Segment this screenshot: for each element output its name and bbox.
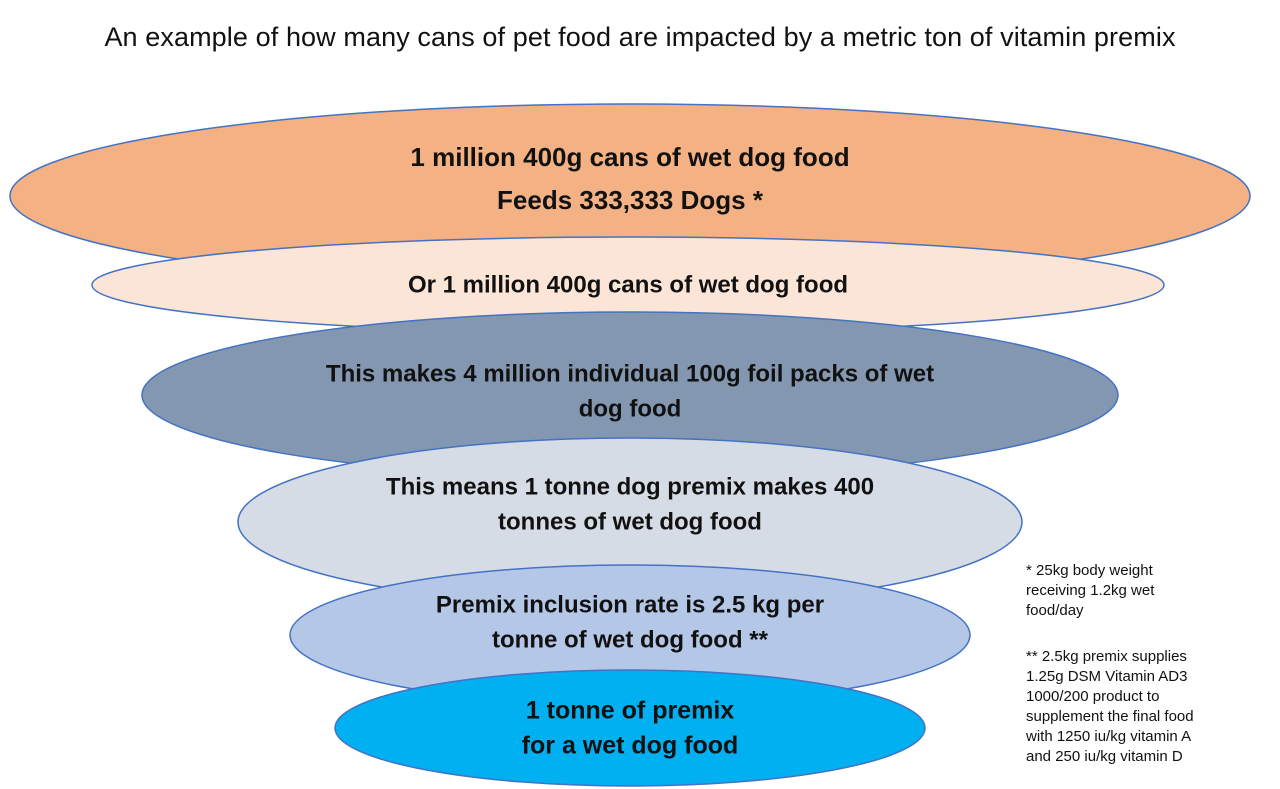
funnel-layer-label: tonnes of wet dog food <box>498 508 762 535</box>
footnote-line: 1.25g DSM Vitamin AD3 <box>1026 668 1188 685</box>
diagram-title: An example of how many cans of pet food … <box>104 22 1176 52</box>
funnel-layer-label: dog food <box>579 395 682 422</box>
funnel-layer-label: Feeds 333,333 Dogs * <box>497 185 764 215</box>
funnel-layers: 1 million 400g cans of wet dog food Feeds… <box>9 103 1251 787</box>
footnote-line: food/day <box>1026 602 1084 619</box>
funnel-layer: This makes 4 million individual 100g foi… <box>141 311 1119 479</box>
footnote-line: supplement the final food <box>1026 708 1194 725</box>
footnote-dog-intake: * 25kg body weight receiving 1.2kg wet f… <box>1026 561 1276 621</box>
footnote-line: with 1250 iu/kg vitamin A <box>1026 728 1192 745</box>
footnote-premix-supply: ** 2.5kg premix supplies 1.25g DSM Vitam… <box>1026 647 1276 767</box>
funnel-layer-label: This means 1 tonne dog premix makes 400 <box>386 473 874 500</box>
funnel-layer-label: This makes 4 million individual 100g foi… <box>326 360 934 387</box>
funnel-layer: Or 1 million 400g cans of wet dog food <box>91 236 1165 334</box>
funnel-layer: 1 million 400g cans of wet dog food Feeds… <box>9 103 1251 289</box>
funnel-layer: 1 tonne of premix for a wet dog food <box>334 669 926 787</box>
footnote-line: ** 2.5kg premix supplies <box>1026 648 1187 665</box>
funnel-layer-label: for a wet dog food <box>522 732 739 760</box>
footnote-line: 1000/200 product to <box>1026 688 1160 705</box>
funnel-layer-label: 1 tonne of premix <box>526 697 734 725</box>
funnel-layer-label: Premix inclusion rate is 2.5 kg per <box>436 591 824 618</box>
funnel-layer-label: Or 1 million 400g cans of wet dog food <box>408 271 848 298</box>
funnel-layer: This means 1 tonne dog premix makes 400 t… <box>237 437 1023 607</box>
funnel-layer-ellipse <box>334 669 926 787</box>
funnel-layer-label: tonne of wet dog food ** <box>492 626 769 653</box>
footnote-line: receiving 1.2kg wet <box>1026 582 1155 599</box>
funnel-layer-label: 1 million 400g cans of wet dog food <box>410 142 849 172</box>
footnote-line: * 25kg body weight <box>1026 562 1153 579</box>
footnote-line: and 250 iu/kg vitamin D <box>1026 748 1183 765</box>
